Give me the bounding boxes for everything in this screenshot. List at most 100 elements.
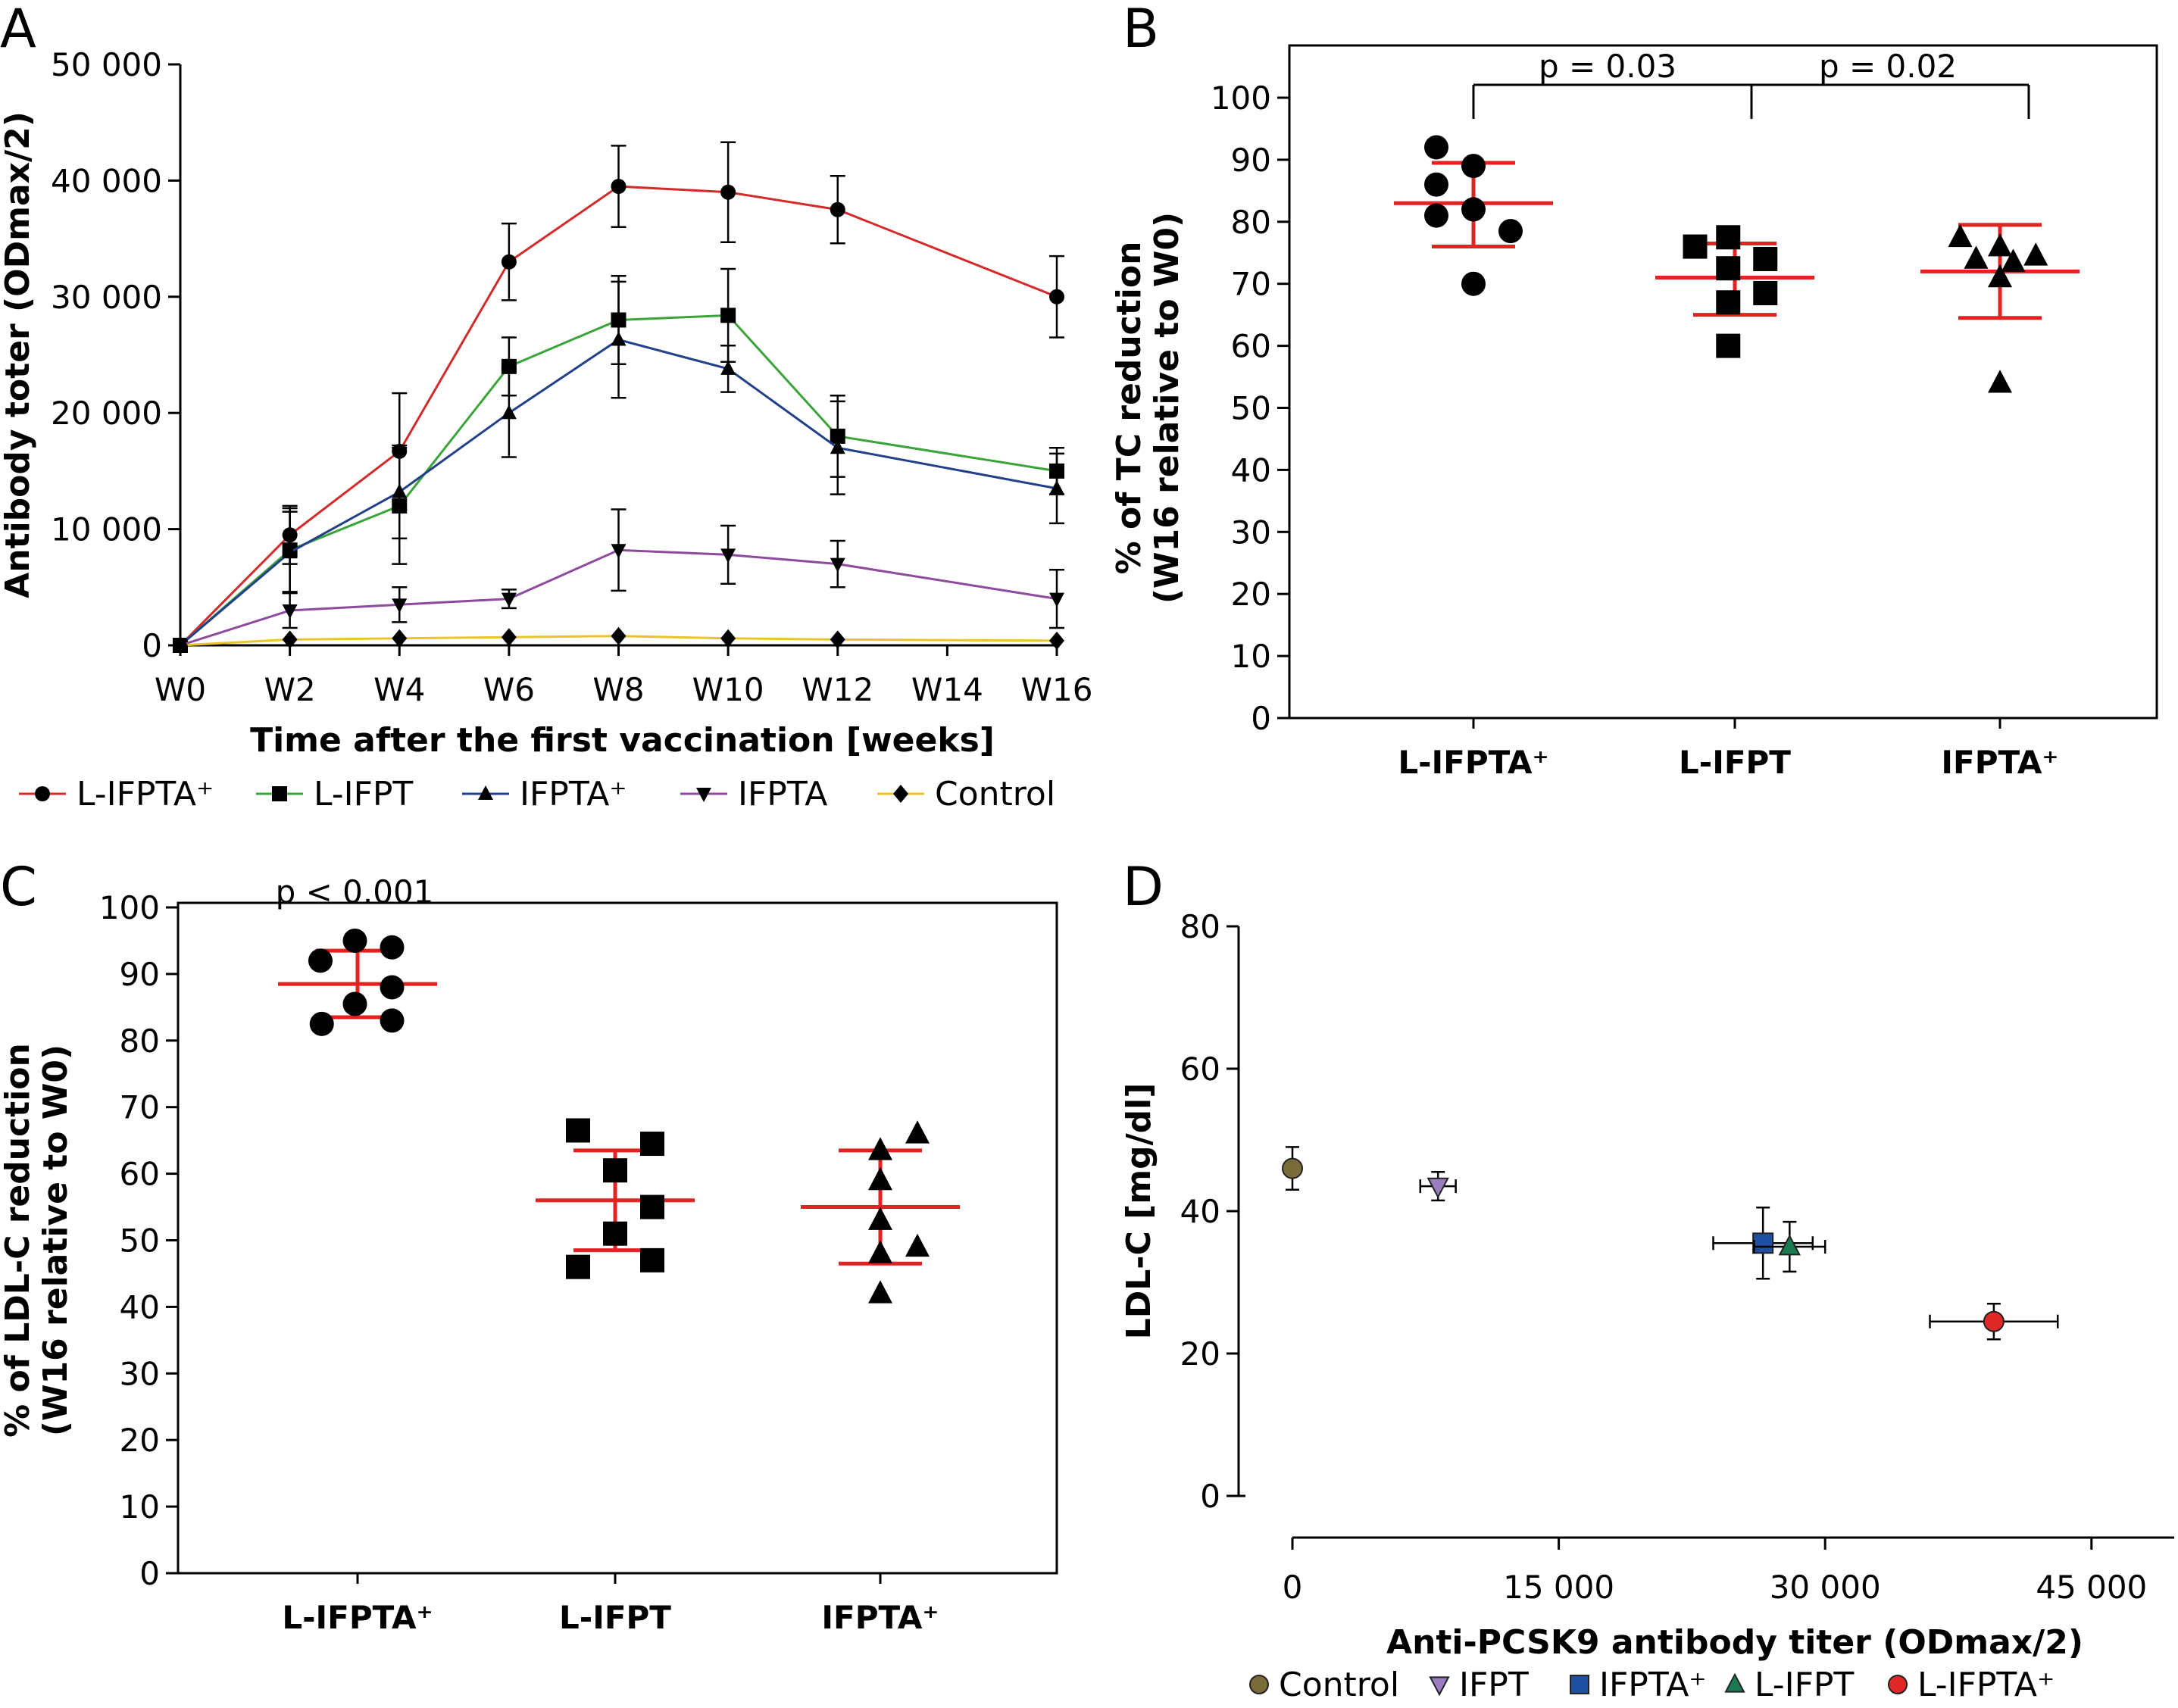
data-point bbox=[830, 630, 845, 649]
data-point bbox=[1461, 154, 1486, 179]
y-tick-label: 50 bbox=[1231, 390, 1271, 427]
legend-item-1: IFPT bbox=[1429, 1666, 1529, 1704]
data-point bbox=[1498, 219, 1523, 244]
data-point bbox=[2001, 248, 2026, 272]
y-tick-label: 80 bbox=[1231, 204, 1271, 241]
y-tick-label: 20 bbox=[120, 1422, 160, 1459]
data-point bbox=[1049, 479, 1064, 495]
y-tick-label: 50 bbox=[120, 1222, 160, 1260]
data-point bbox=[1424, 172, 1448, 197]
y-tick-label: 100 bbox=[1211, 80, 1271, 117]
data-point bbox=[1461, 271, 1486, 296]
legend-item-1: L-IFPT bbox=[256, 775, 413, 813]
y-tick-label: 10 bbox=[120, 1488, 160, 1525]
series-line bbox=[180, 548, 1058, 647]
data-point bbox=[830, 557, 845, 573]
legend-item-4: L-IFPTA⁺ bbox=[1888, 1666, 2055, 1704]
panel-a: A 0 10 000 20 000 30 000 40 000 50 000 W0 W2 W4 W6… bbox=[0, 0, 1092, 813]
data-point bbox=[611, 331, 627, 346]
data-point bbox=[611, 544, 627, 559]
series-line bbox=[180, 338, 1058, 647]
data-point bbox=[1716, 225, 1741, 250]
data-point bbox=[603, 1221, 627, 1246]
legend-item-2: IFPTA⁺ bbox=[1570, 1666, 1707, 1704]
legend-item-0: Control bbox=[1249, 1666, 1399, 1704]
x-tick-label: 30 000 bbox=[1770, 1569, 1881, 1606]
x-tick-label: W14 bbox=[911, 671, 983, 708]
data-point bbox=[640, 1194, 664, 1219]
data-point bbox=[1424, 203, 1448, 228]
x-tick-label: 45 000 bbox=[2036, 1569, 2147, 1606]
group-1 bbox=[1655, 225, 1814, 358]
data-point bbox=[830, 201, 845, 217]
data-point bbox=[720, 308, 736, 323]
data-point bbox=[1753, 246, 1778, 271]
y-tick-label: 40 000 bbox=[51, 162, 162, 199]
data-point bbox=[868, 1240, 892, 1263]
y-tick-label: 0 bbox=[139, 1555, 160, 1592]
data-point bbox=[720, 629, 736, 648]
group-2 bbox=[1920, 223, 2080, 393]
y-tick-label: 30 bbox=[1231, 514, 1271, 551]
data-point bbox=[611, 626, 627, 645]
x-tick-label: IFPTA⁺ bbox=[821, 1599, 939, 1636]
x-axis-title: Anti-PCSK9 antibody titer (ODmax/2) bbox=[1386, 1623, 2083, 1662]
y-tick-label: 90 bbox=[120, 956, 160, 993]
data-point bbox=[309, 1011, 334, 1036]
group-0 bbox=[278, 928, 437, 1036]
data-point bbox=[1049, 631, 1064, 650]
y-tick-label: 80 bbox=[1180, 908, 1220, 945]
plot-frame bbox=[177, 901, 1058, 1575]
data-point bbox=[566, 1118, 590, 1143]
legend-marker bbox=[1888, 1675, 1908, 1694]
data-point bbox=[868, 1280, 892, 1304]
data-point bbox=[1683, 234, 1708, 259]
legend-label: L-IFPTA⁺ bbox=[77, 775, 214, 813]
legend-marker bbox=[1249, 1675, 1269, 1694]
data-point bbox=[1983, 1310, 2005, 1332]
x-tick-label: L-IFPT bbox=[559, 1599, 671, 1636]
series-line bbox=[180, 635, 1058, 647]
x-tick-label: W6 bbox=[483, 671, 535, 708]
data-point bbox=[282, 544, 298, 559]
legend-marker bbox=[1724, 1672, 1745, 1693]
y-tick-label: 80 bbox=[120, 1023, 160, 1060]
data-point bbox=[720, 548, 736, 564]
legend-label: IFPT bbox=[1459, 1666, 1529, 1704]
x-tick-label: W4 bbox=[373, 671, 425, 708]
data-point bbox=[1426, 1177, 1449, 1199]
y-tick-label: 0 bbox=[1200, 1478, 1220, 1515]
y-tick-label: 20 bbox=[1231, 576, 1271, 613]
y-tick-label: 40 bbox=[1180, 1193, 1220, 1230]
plot-frame bbox=[1288, 44, 2158, 720]
x-axis-title: Time after the first vaccination [weeks] bbox=[250, 721, 995, 760]
legend-item-2: IFPTA⁺ bbox=[462, 775, 627, 813]
data-point bbox=[282, 604, 298, 619]
data-point bbox=[868, 1137, 892, 1160]
series-line bbox=[179, 185, 1058, 647]
legend-item-0: L-IFPTA⁺ bbox=[19, 775, 214, 813]
legend-label: L-IFPT bbox=[1755, 1666, 1854, 1704]
data-point bbox=[1753, 280, 1778, 305]
x-tick-label: W12 bbox=[802, 671, 873, 708]
data-point bbox=[173, 636, 188, 654]
data-point bbox=[1282, 1157, 1303, 1179]
data-point bbox=[1988, 370, 2012, 393]
legend-label: Control bbox=[935, 775, 1055, 813]
y-tick-label: 30 bbox=[120, 1355, 160, 1392]
legend-label: IFPTA⁺ bbox=[1599, 1666, 1707, 1704]
panel-label-a: A bbox=[0, 0, 36, 60]
data-point bbox=[501, 358, 517, 374]
data-point bbox=[380, 975, 405, 1000]
x-tick-label: L-IFPTA⁺ bbox=[282, 1599, 433, 1636]
x-tick-label: W0 bbox=[155, 671, 206, 708]
data-point bbox=[640, 1132, 664, 1157]
legend-marker bbox=[1429, 1676, 1450, 1697]
y-tick-label: 70 bbox=[120, 1089, 160, 1126]
data-point bbox=[501, 592, 517, 607]
y-axis-title: LDL-C [mg/dl] bbox=[1120, 1083, 1158, 1340]
y-tick-label: 90 bbox=[1231, 142, 1271, 179]
y-tick-label: 50 000 bbox=[51, 46, 162, 83]
panel-label-c: C bbox=[0, 856, 37, 918]
